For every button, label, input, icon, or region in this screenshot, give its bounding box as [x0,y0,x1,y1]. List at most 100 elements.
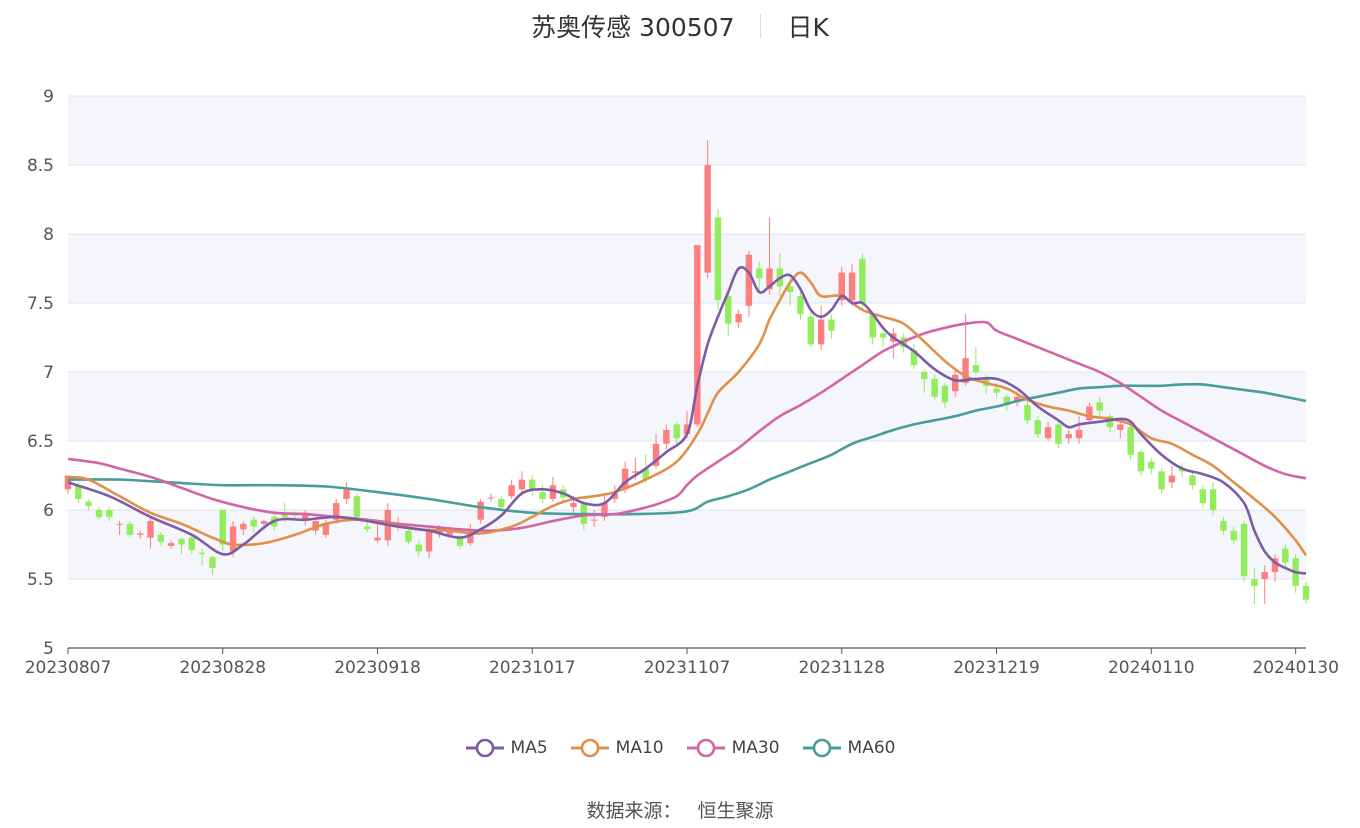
candle-body [549,485,557,499]
candle-body [415,544,422,552]
candle-body [188,537,195,551]
y-tick-label: 6 [43,501,54,521]
chart-header: 苏奥传感 300507 日K [0,6,1360,46]
candle-body [322,523,330,535]
candle-body [828,319,835,331]
candle-body [921,372,928,379]
candle-body [1137,452,1145,472]
x-tick-label: 20230807 [25,658,112,678]
candle-body [498,498,505,508]
candle-body [147,521,154,538]
candle-body [363,526,371,530]
candle-body [663,429,670,444]
candle-body [766,268,773,290]
candle-body [652,443,660,466]
candle-body [75,485,82,499]
x-tick-label: 20231017 [489,658,576,678]
y-tick-label: 9 [43,87,54,107]
candle-body [972,365,980,372]
chart-legend: MA5 MA10 MA30 MA60 [0,734,1360,762]
y-tick-label: 5 [43,639,54,659]
candle-body [745,254,753,306]
candle-body [1282,548,1289,563]
candle-body [817,319,825,345]
candle-body [756,268,763,279]
candle-body [952,374,959,392]
candle-body [137,533,144,535]
candle-body [1220,521,1227,531]
legend-item-ma30[interactable]: MA30 [686,737,780,759]
candle-body [219,510,226,545]
candle-body [869,314,876,338]
candle-body [250,519,257,527]
circle-line-icon [686,738,725,758]
candle-body [642,468,649,480]
grid-band [68,96,1306,165]
candle-body [1086,406,1093,421]
candle-body [1055,424,1062,444]
candle-body [859,258,866,303]
candle-body [260,521,268,524]
legend-item-ma60[interactable]: MA60 [802,737,896,759]
grid-band [68,234,1306,303]
candle-body [539,492,546,499]
x-tick-label: 20240110 [1108,658,1195,678]
x-tick-label: 20231128 [798,658,885,678]
circle-line-icon [570,738,609,758]
x-tick-label: 20230828 [179,658,266,678]
candle-body [931,378,938,397]
candle-body [178,538,185,545]
candle-body [343,489,350,499]
ma5-line [67,265,1307,575]
y-tick-label: 5.5 [27,570,54,590]
candle-body [1271,558,1279,573]
candle-body [1024,405,1031,421]
circle-line-icon [465,738,504,758]
candle-body [848,272,856,301]
legend-item-ma5[interactable]: MA5 [465,737,548,759]
candle-body [694,245,701,425]
candle-body [611,493,618,499]
source-label: 数据来源： [586,800,682,822]
candle-body [1148,461,1155,469]
candle-body [508,485,515,497]
legend-label: MA5 [510,738,548,758]
candle-body [725,296,732,324]
candle-body [374,537,381,541]
candle-body [797,296,804,315]
legend-label: MA60 [847,738,896,758]
y-tick-label: 8.5 [27,156,54,176]
legend-item-ma10[interactable]: MA10 [570,737,664,759]
legend-label: MA10 [615,738,664,758]
candle-body [167,543,175,546]
chart-title: 苏奥传感 300507 [531,13,735,42]
candle-body [962,358,969,384]
candle-body [106,510,113,517]
candle-body [838,272,845,301]
candle-body [1044,427,1052,439]
candle-body [487,497,495,499]
candle-body [229,526,237,552]
candle-body [1013,396,1021,403]
candle-body [126,523,134,535]
candle-body [1003,396,1011,406]
candle-body [1096,402,1103,411]
candle-body [85,501,92,506]
candle-body [683,424,691,435]
source-value: 恒生聚源 [697,800,774,822]
x-tick-label: 20230918 [334,658,421,678]
candle-body [1261,572,1268,579]
ma10-line [67,271,1308,557]
data-source: 数据来源： 恒生聚源 [0,796,1360,823]
candle-body [1251,579,1258,586]
candle-body [456,537,464,546]
candle-body [1075,429,1083,439]
candle-body [353,496,361,517]
candle-body [529,479,536,490]
candle-body [704,165,711,273]
candle-body [333,503,340,520]
candle-body [198,552,206,555]
candle-body [240,523,247,530]
candle-body [425,530,433,552]
candle-body [1209,489,1217,510]
